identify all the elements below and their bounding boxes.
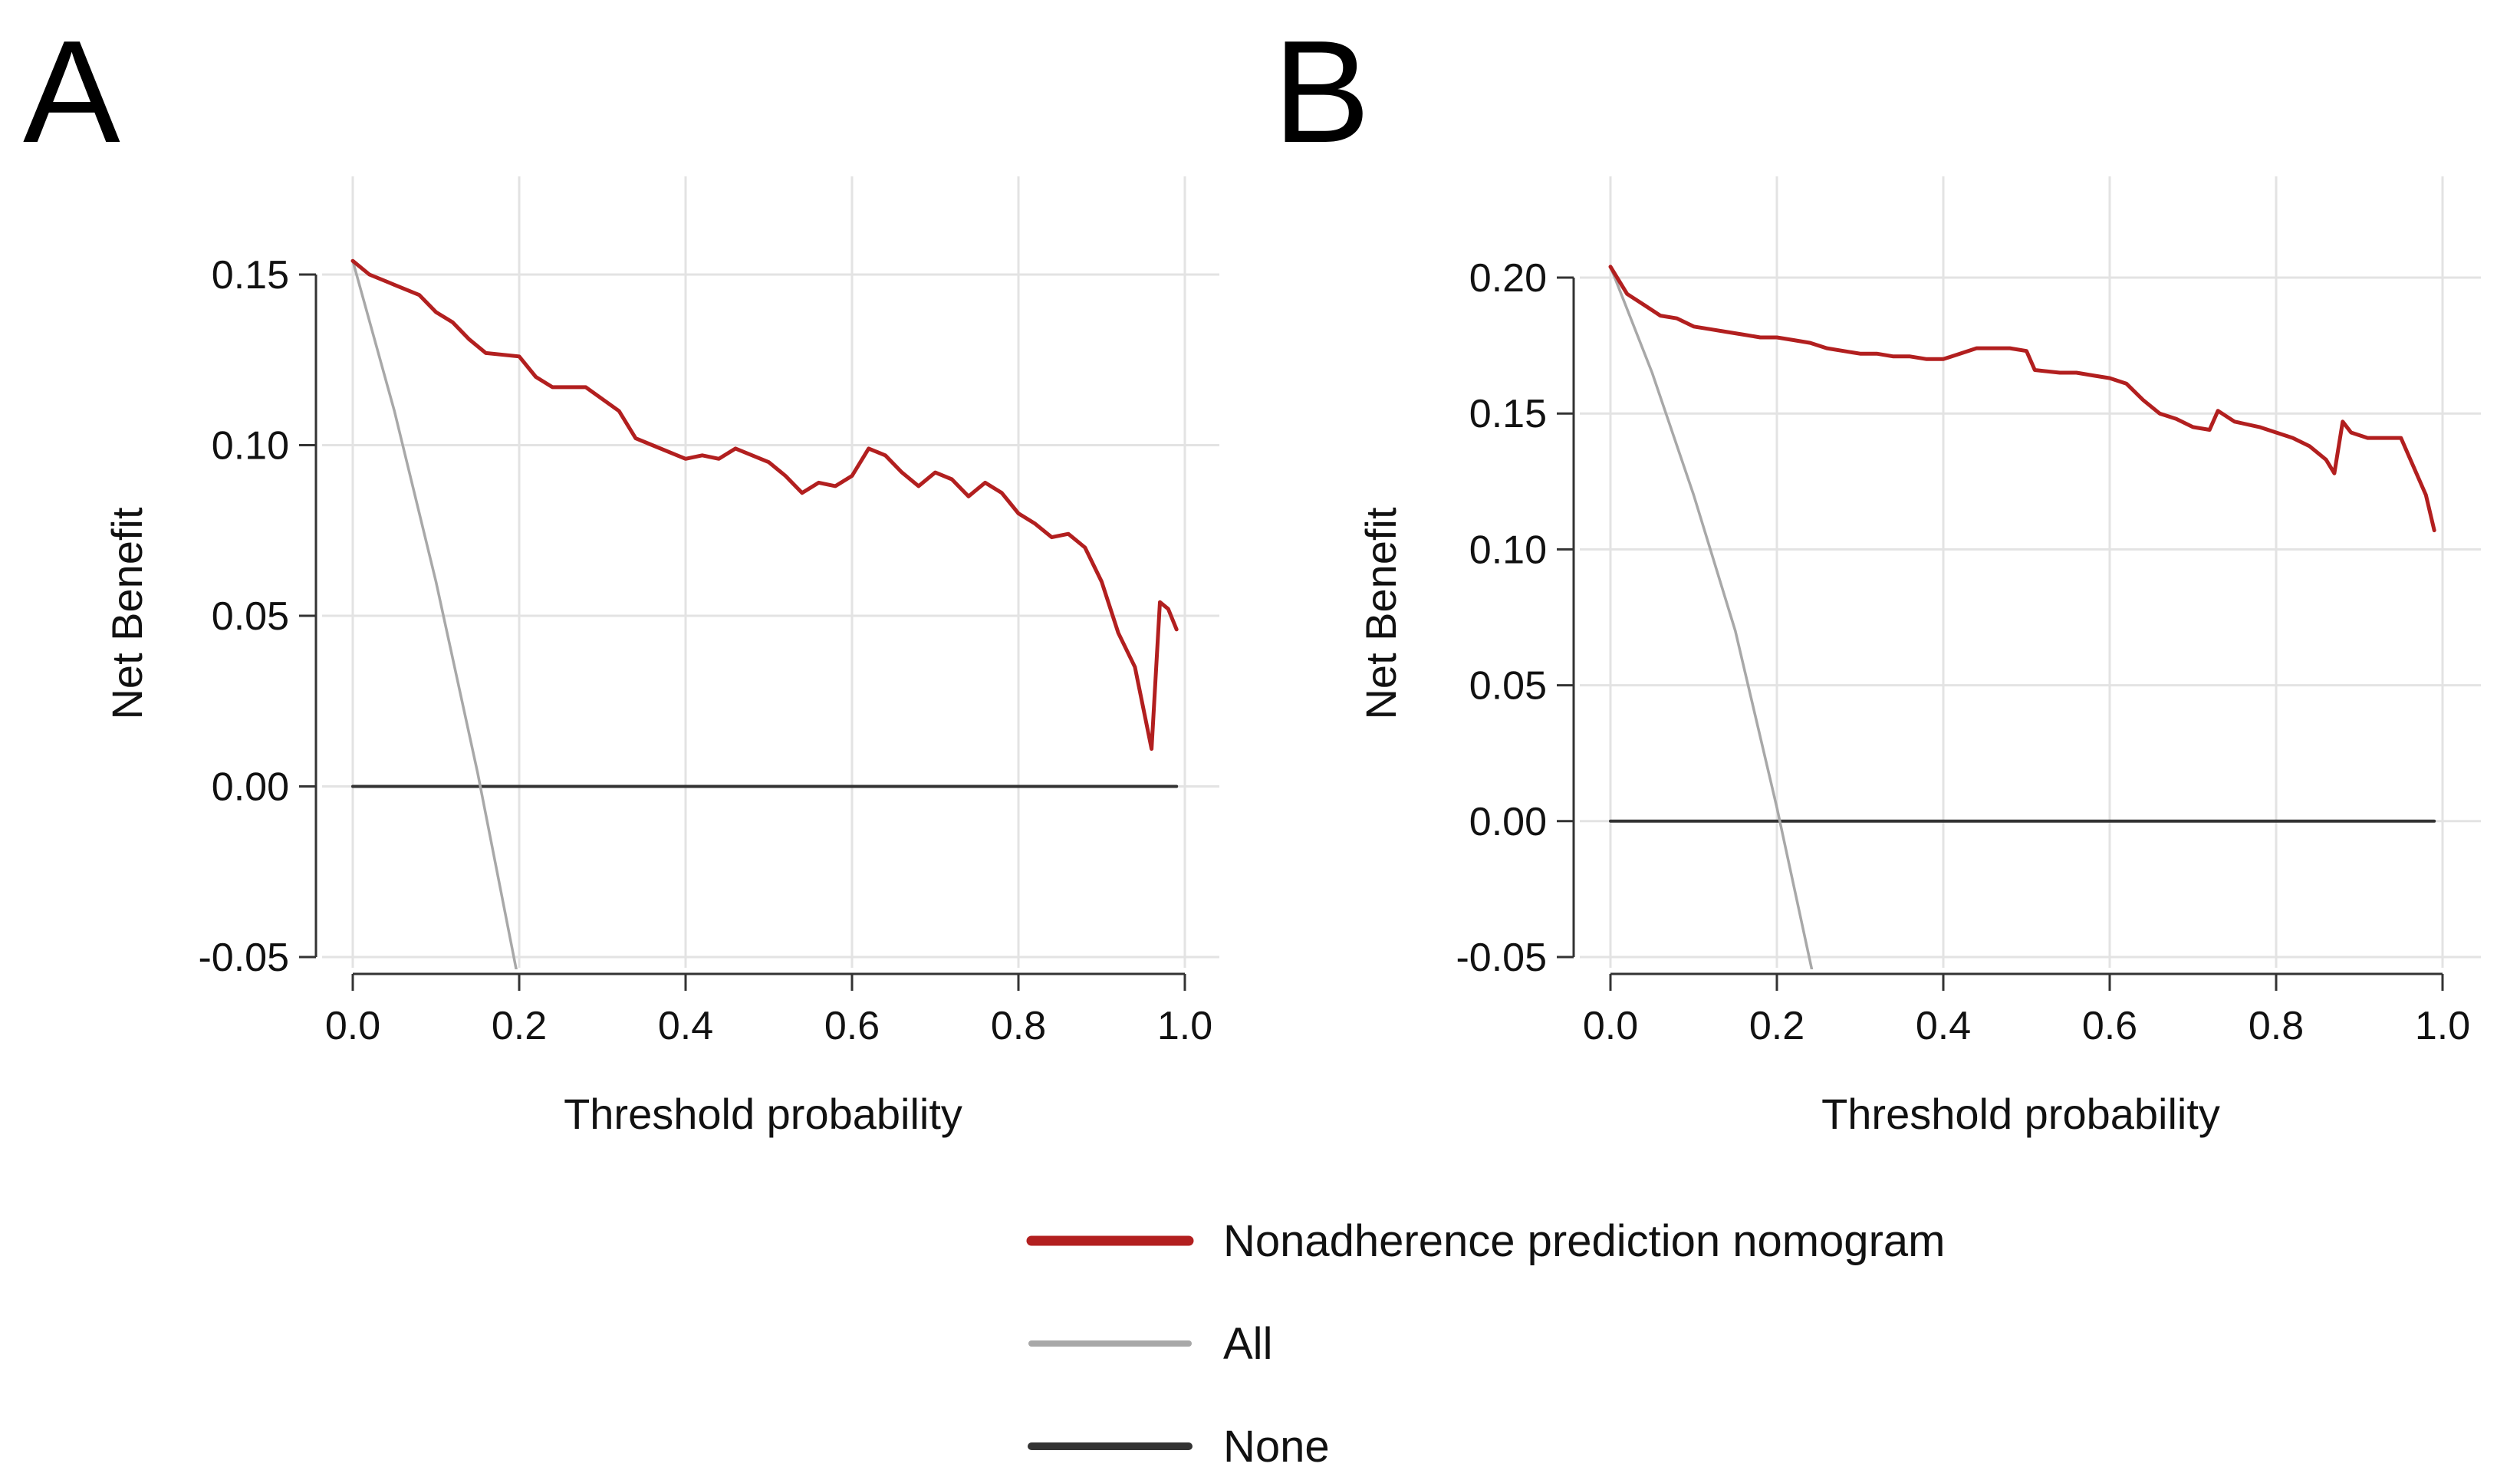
panel-a-x-tick-label: 0.8 — [991, 1004, 1046, 1048]
legend-label-all: All — [1223, 1319, 1272, 1369]
legend-label-none: None — [1223, 1422, 1330, 1467]
panel-a-x-tick-label: 0.0 — [325, 1004, 380, 1048]
panel-b: B -0.05 0.00 0.05 0.10 0.15 0.20 0.0 0.2 0.4 0.6 0… — [1273, 11, 2481, 1138]
panel-b-y-axis-title: Net Benefit — [1357, 507, 1405, 719]
panel-a-y-axis-title: Net Benefit — [103, 507, 151, 719]
panel-a-y-tick-label: -0.05 — [198, 936, 289, 980]
panel-b-x-tick-label: 1.0 — [2415, 1004, 2470, 1048]
panel-a-x-axis-title: Threshold probability — [564, 1090, 962, 1138]
panel-a-x-tick-label: 0.4 — [658, 1004, 713, 1048]
panel-b-letter: B — [1273, 11, 1370, 173]
panel-b-x-tick-label: 0.8 — [2249, 1004, 2304, 1048]
panel-b-y-tick-label: 0.00 — [1469, 800, 1547, 844]
panel-b-series-all-line — [1609, 265, 1814, 969]
panel-a-y-tick-label: 0.05 — [212, 594, 289, 639]
panel-a-y-tick-label: 0.00 — [212, 765, 289, 810]
panel-a-x-tick-label: 0.2 — [492, 1004, 547, 1048]
panel-a-y-tick-label: 0.10 — [212, 424, 289, 469]
panel-b-series-model-line — [1608, 265, 2436, 533]
legend-label-model: Nonadherence prediction nomogram — [1223, 1216, 1945, 1266]
panel-b-y-tick-label: 0.10 — [1469, 528, 1547, 572]
panel-b-y-tick-label: -0.05 — [1456, 936, 1547, 980]
panel-a-y-tick-label: 0.15 — [212, 253, 289, 298]
panel-b-x-tick-label: 0.6 — [2082, 1004, 2137, 1048]
panel-a: A -0.05 0.00 0.05 0.10 0.15 0.0 0.2 0.4 0.6 0.8 1.… — [23, 11, 1219, 1138]
panel-a-series-all-line — [351, 259, 518, 969]
panel-b-y-tick-label: 0.05 — [1469, 664, 1547, 709]
panel-a-plot: -0.05 0.00 0.05 0.10 0.15 0.0 0.2 0.4 0.6 0.8 1.0 — [198, 176, 1219, 1048]
panel-a-letter: A — [23, 11, 120, 173]
panel-b-plot: -0.05 0.00 0.05 0.10 0.15 0.20 0.0 0.2 0.4 0.6 0.8… — [1456, 176, 2481, 1048]
panel-b-x-tick-label: 0.4 — [1916, 1004, 1971, 1048]
legend: Nonadherence prediction nomogram All Non… — [1026, 1216, 1945, 1467]
panel-b-x-tick-label: 0.2 — [1749, 1004, 1804, 1048]
panel-b-x-tick-label: 0.0 — [1583, 1004, 1638, 1048]
panel-b-y-tick-label: 0.15 — [1469, 392, 1547, 436]
panel-a-x-tick-label: 1.0 — [1157, 1004, 1212, 1048]
panel-a-series-model-line — [350, 258, 1179, 751]
panel-b-x-axis-title: Threshold probability — [1821, 1090, 2220, 1138]
panel-a-x-tick-label: 0.6 — [824, 1004, 880, 1048]
panel-b-y-tick-label: 0.20 — [1469, 256, 1547, 301]
